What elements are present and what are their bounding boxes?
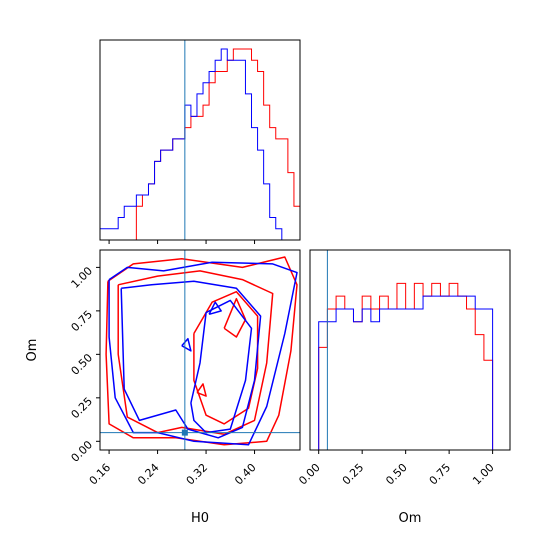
contour-series_b-level-2	[120, 280, 262, 439]
x-tick-label-h0: 0.24	[135, 461, 162, 488]
x-tick-label-om: 0.25	[340, 461, 367, 488]
y-tick-label-om: 1.00	[69, 264, 96, 291]
hist-h0-panel	[100, 40, 300, 240]
x-tick-label-h0: 0.16	[87, 461, 114, 488]
contour-series_a-level-1	[105, 256, 298, 446]
x-tick-label-h0: 0.40	[232, 461, 259, 488]
hist-h0-frame	[99, 39, 301, 241]
contour-series_b-level-4	[208, 301, 222, 316]
x-tick-label-om: 0.50	[383, 461, 410, 488]
x-axis-label-om: Om	[399, 511, 422, 526]
x-tick-label-om: 0.75	[427, 461, 454, 488]
hist-om-panel	[310, 250, 502, 450]
hist-h0-series_b	[100, 48, 300, 240]
contour-series_a-level-5	[196, 383, 207, 397]
x-tick-label-om: 1.00	[470, 461, 497, 488]
y-tick-label-om: 0.75	[69, 308, 96, 335]
hist-om-series_b	[310, 295, 502, 450]
contour-series_a-level-4	[223, 297, 247, 338]
contour-series_a-level-2	[117, 270, 274, 436]
y-axis-label-om: Om	[25, 339, 40, 362]
contour-series_b-level-5	[181, 337, 192, 352]
x-tick-label-om: 0.00	[296, 461, 323, 488]
contour-series_b-level-3	[190, 299, 253, 434]
hist-om-series_a	[310, 282, 502, 450]
y-tick-label-om: 0.00	[69, 438, 96, 465]
x-axis-label-h0: H0	[191, 511, 209, 526]
contour-series_b-level-1	[108, 261, 298, 446]
y-tick-label-om: 0.50	[69, 351, 96, 378]
hist-om-frame	[309, 249, 511, 451]
truth-marker	[181, 429, 188, 436]
contour-frame	[99, 249, 301, 451]
y-tick-label-om: 0.25	[69, 395, 96, 422]
contour-panel	[100, 250, 300, 450]
x-tick-label-h0: 0.32	[184, 461, 211, 488]
